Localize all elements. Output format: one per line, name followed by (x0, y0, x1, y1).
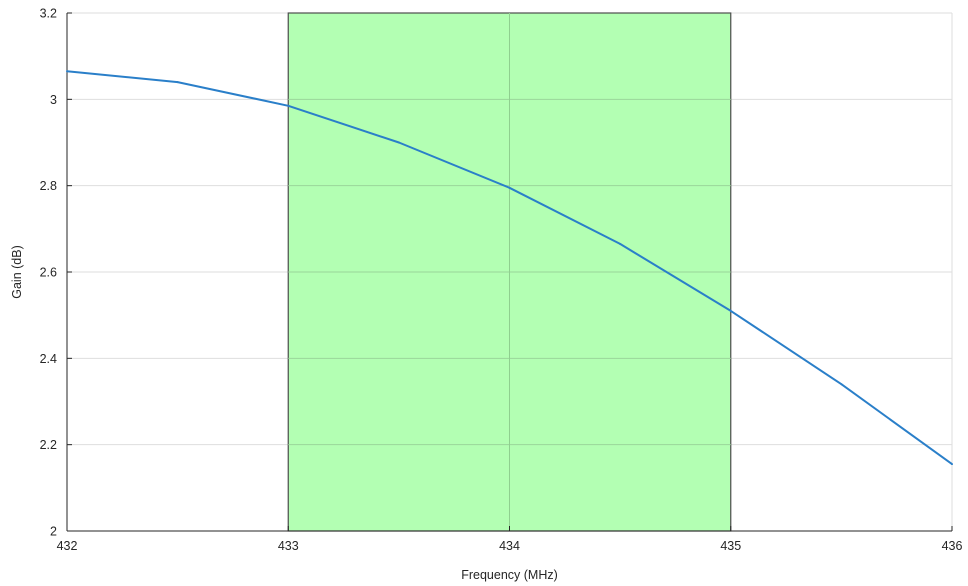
x-tick-label-4: 436 (942, 539, 963, 553)
series-0-point-8 (951, 463, 953, 466)
x-axis-label: Frequency (MHz) (461, 568, 558, 582)
y-tick-label-0: 2 (50, 525, 57, 539)
series-0-point-1 (176, 81, 179, 84)
axes (66, 12, 953, 532)
passband-highlight-layer (287, 12, 732, 532)
y-tick-label-1: 2.2 (40, 438, 57, 452)
y-tick-label-3: 2.6 (40, 266, 57, 280)
y-axis-label: Gain (dB) (10, 245, 24, 299)
series-layer (66, 70, 953, 466)
y-tick-label-5: 3 (50, 93, 57, 107)
tick-labels: 432 433 434 435 436 2 2.2 2.4 2.6 2.8 3 3.2 (40, 7, 963, 554)
series-0-point-4 (508, 186, 511, 189)
series-0-point-0 (66, 70, 68, 73)
y-tick-label-4: 2.8 (40, 179, 57, 193)
series-0-point-5 (619, 242, 622, 245)
x-tick-label-2: 434 (499, 539, 520, 553)
x-tick-label-3: 435 (720, 539, 741, 553)
y-tick-label-6: 3.2 (40, 7, 57, 21)
x-tick-label-1: 433 (278, 539, 299, 553)
series-0-point-3 (397, 141, 400, 144)
series-0-point-6 (729, 309, 732, 312)
y-tick-label-2: 2.4 (40, 352, 57, 366)
series-0-point-7 (840, 383, 843, 386)
x-tick-label-0: 432 (57, 539, 78, 553)
series-0-point-2 (287, 104, 290, 107)
